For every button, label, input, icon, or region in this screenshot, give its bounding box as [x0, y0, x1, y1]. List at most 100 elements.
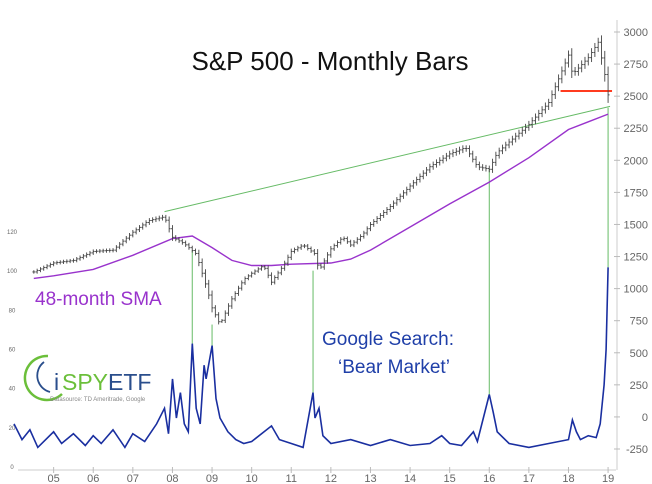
right-tick-label: 2000: [624, 155, 648, 167]
price-bar: [88, 250, 92, 257]
price-bar: [566, 50, 570, 68]
price-bar: [339, 237, 343, 245]
price-bar: [299, 244, 303, 250]
price-bar: [302, 243, 306, 249]
price-bar: [570, 48, 574, 79]
price-bar: [491, 158, 495, 173]
price-bar: [359, 234, 363, 242]
price-bar: [161, 214, 165, 221]
price-bar: [395, 197, 399, 206]
price-bar: [203, 269, 207, 288]
price-bar: [583, 56, 587, 69]
chart-title: S&P 500 - Monthly Bars: [192, 46, 469, 76]
price-bar: [141, 222, 145, 230]
price-bar: [276, 270, 280, 280]
price-bar: [108, 248, 112, 253]
price-bar: [217, 312, 221, 325]
right-tick-label: 1500: [624, 219, 648, 231]
price-bar: [312, 249, 316, 256]
price-bar: [174, 235, 178, 242]
price-bar: [398, 193, 402, 203]
price-bar: [144, 220, 148, 228]
price-bar: [190, 245, 194, 253]
price-bar: [85, 252, 89, 258]
price-bar: [434, 159, 438, 168]
price-bar: [131, 229, 135, 238]
x-tick-label: 19: [602, 473, 614, 484]
price-bar: [408, 183, 412, 193]
price-bar: [75, 256, 79, 263]
price-bar: [481, 164, 485, 171]
left-tick-label: 0: [10, 465, 14, 471]
x-tick-label: 05: [48, 473, 60, 484]
left-tick-label: 40: [9, 387, 16, 393]
price-bar: [563, 58, 567, 76]
price-bar: [68, 258, 72, 264]
price-bar: [273, 275, 277, 285]
right-tick-label: 250: [630, 380, 648, 392]
price-bar: [580, 60, 584, 73]
price-bar: [118, 242, 122, 250]
price-bar: [200, 258, 204, 278]
price-bar: [599, 35, 603, 65]
price-bar: [428, 163, 432, 173]
price-bar: [388, 203, 392, 213]
price-bar: [227, 303, 231, 316]
price-bar: [415, 176, 419, 186]
right-tick-label: 1000: [624, 284, 648, 296]
price-bar: [71, 258, 75, 263]
trendline: [164, 105, 611, 213]
left-tick-label: 100: [7, 269, 18, 275]
x-tick-label: 10: [246, 473, 258, 484]
right-tick-label: 1750: [624, 187, 648, 199]
price-bar: [365, 226, 369, 236]
price-bar: [557, 74, 561, 92]
price-bar: [550, 90, 554, 107]
logo-brand-spy: SPY: [62, 369, 108, 395]
x-tick-label: 15: [444, 473, 456, 484]
price-bar: [164, 214, 168, 223]
x-tick-label: 06: [87, 473, 99, 484]
price-bar: [95, 249, 99, 254]
right-tick-label: 1250: [624, 252, 648, 264]
price-bar: [477, 161, 481, 171]
price-bar: [527, 120, 531, 131]
price-bar: [540, 106, 544, 118]
price-bar: [448, 150, 452, 160]
price-bar: [55, 260, 59, 265]
x-tick-label: 09: [206, 473, 218, 484]
price-bar: [48, 262, 52, 268]
price-bar: [444, 152, 448, 162]
price-bar: [213, 305, 217, 318]
price-bar: [474, 156, 478, 168]
price-bar: [401, 190, 405, 199]
x-tick-label: 12: [325, 473, 337, 484]
price-bar: [514, 132, 518, 143]
price-bar: [375, 216, 379, 224]
price-bar: [510, 135, 514, 146]
price-bar: [322, 258, 326, 270]
google-search-line: [13, 267, 609, 449]
right-tick-label: 2500: [624, 91, 648, 103]
price-bar: [606, 66, 610, 103]
price-bar: [372, 219, 376, 227]
price-bar: [151, 217, 155, 223]
google-label-line1: Google Search:: [322, 329, 454, 350]
price-bar: [497, 147, 501, 159]
price-bar: [345, 236, 349, 244]
price-bar: [560, 66, 564, 84]
x-tick-label: 13: [364, 473, 376, 484]
x-tick-label: 14: [404, 473, 416, 484]
price-bar: [368, 222, 372, 232]
price-bar: [451, 149, 455, 158]
price-bar: [167, 216, 171, 233]
price-bar: [236, 285, 240, 296]
price-bar: [494, 151, 498, 166]
price-bar: [385, 207, 389, 215]
price-bar: [250, 271, 254, 278]
price-bar: [114, 245, 118, 253]
logo-swoosh-icon: [23, 354, 63, 402]
price-bar: [45, 264, 49, 270]
price-bar: [286, 254, 290, 266]
price-bar: [65, 259, 69, 264]
